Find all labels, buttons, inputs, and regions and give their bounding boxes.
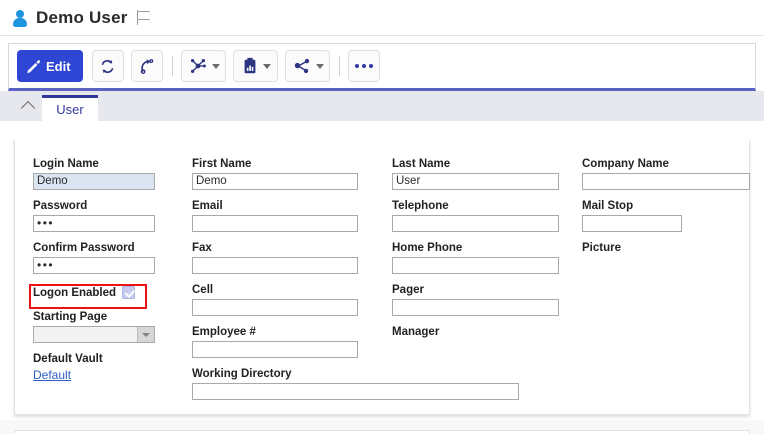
manager-label: Manager (392, 326, 440, 338)
next-panel-edge (14, 430, 750, 434)
form-column-4: Company Name Mail Stop Picture (582, 158, 752, 264)
telephone-label: Telephone (392, 200, 449, 212)
field-mail-stop: Mail Stop (582, 200, 752, 232)
refresh-icon (101, 59, 114, 73)
company-name-input[interactable] (582, 173, 750, 190)
employee-number-label: Employee # (192, 326, 256, 338)
field-login-name: Login Name Demo (33, 158, 193, 190)
chevron-up-icon (20, 100, 36, 116)
field-starting-page: Starting Page (33, 311, 193, 343)
chevron-down-icon[interactable] (212, 63, 221, 69)
confirm-password-input[interactable]: ••• (33, 257, 155, 274)
edit-button[interactable]: Edit (17, 50, 83, 82)
telephone-input[interactable] (392, 215, 559, 232)
field-working-directory: Working Directory (192, 368, 519, 400)
password-input[interactable]: ••• (33, 215, 155, 232)
cell-input[interactable] (192, 299, 358, 316)
collapse-toggle[interactable] (14, 91, 42, 121)
field-password: Password ••• (33, 200, 193, 232)
field-email: Email (192, 200, 387, 232)
edit-button-label: Edit (46, 58, 71, 74)
tab-user[interactable]: User (42, 95, 98, 121)
toolbar-separator-1 (171, 56, 173, 76)
field-pager: Pager (392, 284, 582, 316)
fax-input[interactable] (192, 257, 358, 274)
email-input[interactable] (192, 215, 358, 232)
field-home-phone: Home Phone (392, 242, 582, 274)
tab-strip: User (0, 91, 764, 121)
page-footer-area (0, 420, 764, 434)
field-confirm-password: Confirm Password ••• (33, 242, 193, 274)
curved-arrow-icon (140, 58, 154, 74)
form-column-3: Last Name User Telephone Home Phone Page… (392, 158, 582, 348)
share-icon (294, 58, 310, 74)
starting-page-select[interactable] (33, 326, 155, 343)
field-employee-number: Employee # (192, 326, 387, 358)
field-logon-enabled: Logon Enabled (33, 284, 193, 301)
pencil-icon (27, 59, 41, 73)
default-vault-label: Default Vault (33, 353, 103, 365)
page-header: Demo User (0, 0, 764, 36)
toolbar-separator-2 (338, 56, 340, 76)
share-button[interactable] (284, 50, 330, 82)
working-directory-input[interactable] (192, 383, 519, 400)
form-column-2: First Name Demo Email Fax Cell Employee … (192, 158, 519, 410)
login-name-label: Login Name (33, 158, 99, 170)
user-form: Login Name Demo Password ••• Confirm Pas… (15, 140, 752, 414)
working-directory-label: Working Directory (192, 368, 292, 380)
field-last-name: Last Name User (392, 158, 582, 190)
first-name-input[interactable]: Demo (192, 173, 358, 190)
relationships-button[interactable] (180, 50, 226, 82)
default-vault-link[interactable]: Default (33, 368, 72, 382)
home-phone-label: Home Phone (392, 242, 463, 254)
field-fax: Fax (192, 242, 387, 274)
logon-enabled-label: Logon Enabled (33, 286, 117, 299)
refresh-button[interactable] (91, 50, 124, 82)
home-phone-input[interactable] (392, 257, 559, 274)
employee-number-input[interactable] (192, 341, 358, 358)
confirm-password-label: Confirm Password (33, 242, 135, 254)
field-cell: Cell (192, 284, 387, 316)
pager-input[interactable] (392, 299, 559, 316)
node-graph-icon (191, 58, 206, 74)
ellipsis-icon (354, 64, 373, 68)
toolbar: Edit (8, 43, 756, 91)
last-name-input[interactable]: User (392, 173, 559, 190)
page-title: Demo User (36, 7, 128, 27)
more-button[interactable] (347, 50, 380, 82)
password-label: Password (33, 200, 88, 212)
picture-label: Picture (582, 242, 621, 254)
field-first-name: First Name Demo (192, 158, 387, 190)
flag-icon[interactable] (136, 10, 152, 25)
pager-label: Pager (392, 284, 424, 296)
field-default-vault: Default Vault Default (33, 353, 193, 382)
redo-button[interactable] (130, 50, 163, 82)
user-form-card: Login Name Demo Password ••• Confirm Pas… (14, 140, 750, 415)
login-name-input[interactable]: Demo (33, 173, 155, 190)
company-name-label: Company Name (582, 158, 669, 170)
last-name-label: Last Name (392, 158, 451, 170)
form-column-1: Login Name Demo Password ••• Confirm Pas… (33, 158, 193, 392)
fax-label: Fax (192, 242, 212, 254)
starting-page-label: Starting Page (33, 311, 108, 323)
person-icon (12, 9, 28, 27)
email-label: Email (192, 200, 223, 212)
mail-stop-label: Mail Stop (582, 200, 634, 212)
cell-label: Cell (192, 284, 214, 296)
starting-page-value (34, 327, 137, 342)
field-company-name: Company Name (582, 158, 752, 190)
first-name-label: First Name (192, 158, 252, 170)
chevron-down-icon[interactable] (263, 63, 272, 69)
logon-enabled-checkbox[interactable] (122, 286, 136, 299)
field-telephone: Telephone (392, 200, 582, 232)
clipboard-chart-icon (244, 57, 256, 74)
field-picture: Picture (582, 242, 752, 254)
mail-stop-input[interactable] (582, 215, 682, 232)
chevron-down-icon[interactable] (316, 63, 325, 69)
starting-page-dropdown-arrow[interactable] (137, 327, 154, 342)
reports-button[interactable] (232, 50, 278, 82)
field-manager: Manager (392, 326, 582, 338)
